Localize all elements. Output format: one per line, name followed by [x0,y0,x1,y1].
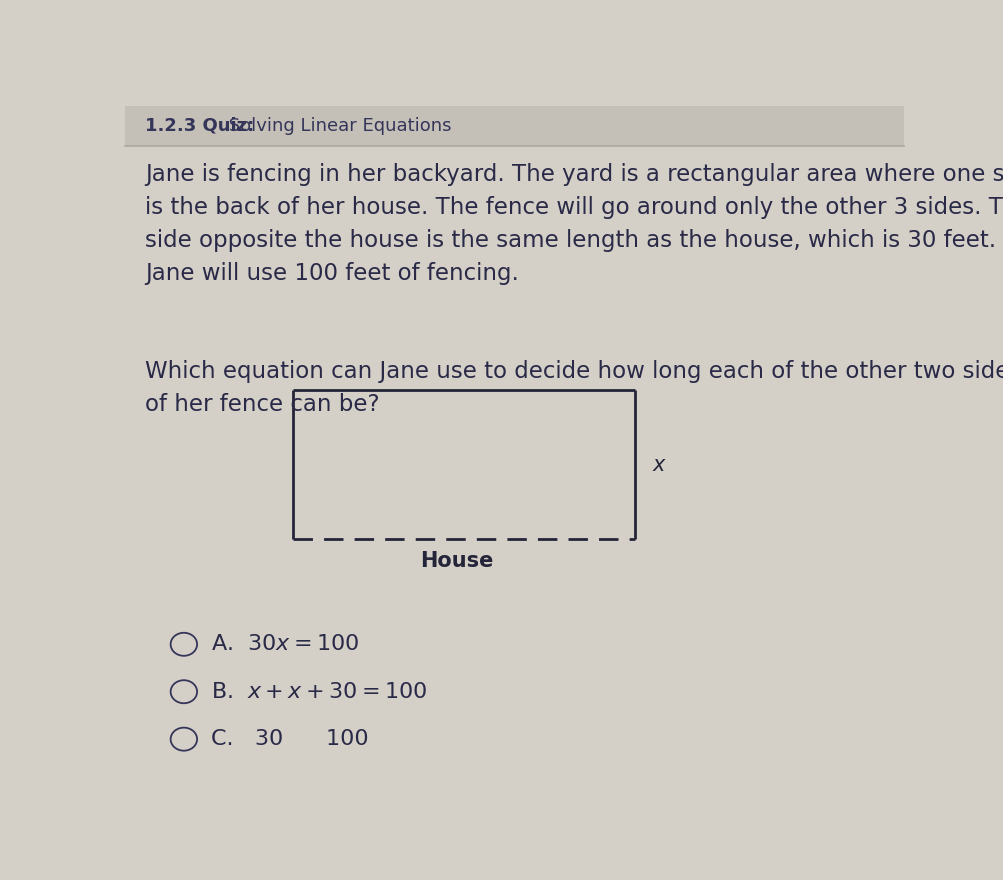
Text: Which equation can Jane use to decide how long each of the other two sides
of he: Which equation can Jane use to decide ho… [144,360,1003,415]
Text: C.   30      100: C. 30 100 [211,730,368,749]
Text: Jane is fencing in her backyard. The yard is a rectangular area where one side
i: Jane is fencing in her backyard. The yar… [144,163,1003,285]
Text: Solving Linear Equations: Solving Linear Equations [223,117,450,135]
Text: B.  $x + x + 30 = 100$: B. $x + x + 30 = 100$ [211,682,427,701]
Bar [125,106,903,146]
Text: x: x [652,455,664,474]
Text: A.  $30x = 100$: A. $30x = 100$ [211,634,359,655]
Text: House: House [420,552,493,571]
Text: 1.2.3 Quiz:: 1.2.3 Quiz: [144,117,254,135]
